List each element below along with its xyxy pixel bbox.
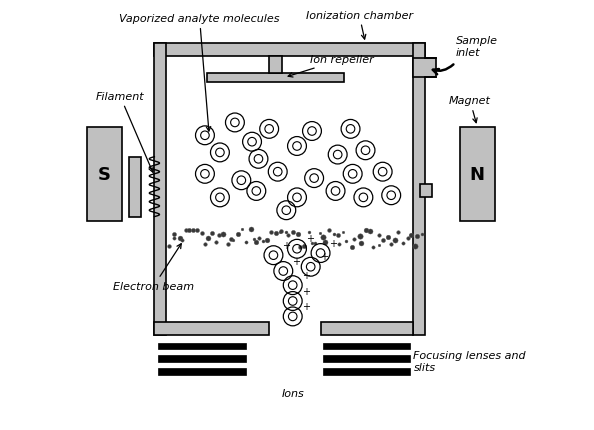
Bar (323, 356, 410, 362)
Text: +: + (306, 234, 314, 244)
Text: +: + (320, 252, 327, 262)
Bar (323, 369, 410, 375)
Bar (153, 322, 269, 335)
Text: Filament: Filament (96, 92, 153, 173)
Bar (323, 343, 410, 350)
Text: +: + (302, 301, 309, 311)
Bar (129, 157, 141, 217)
Bar (413, 44, 425, 335)
Text: Ionization chamber: Ionization chamber (305, 10, 413, 40)
Text: Ion repeller: Ion repeller (288, 55, 374, 78)
Text: Focusing lenses and
slits: Focusing lenses and slits (413, 350, 526, 372)
Bar (321, 322, 413, 335)
Text: N: N (470, 166, 485, 183)
Bar (153, 44, 166, 335)
Bar (87, 127, 122, 221)
Text: +: + (330, 238, 337, 248)
Text: +: + (302, 286, 309, 296)
Text: Magnet: Magnet (449, 96, 491, 123)
Bar (413, 59, 436, 78)
Text: Electron beam: Electron beam (113, 244, 194, 292)
Text: +: + (282, 240, 290, 250)
Bar (158, 369, 245, 375)
Bar (158, 343, 245, 350)
Text: Sample
inlet: Sample inlet (456, 36, 497, 58)
Text: Vaporized analyte molecules: Vaporized analyte molecules (119, 14, 280, 132)
Text: S: S (98, 166, 111, 183)
Bar (269, 57, 282, 74)
Text: +: + (292, 256, 300, 266)
Bar (207, 74, 344, 83)
Text: Ions: Ions (282, 388, 304, 398)
Text: +: + (302, 270, 309, 280)
Bar (460, 127, 495, 221)
Bar (158, 356, 245, 362)
Bar (421, 184, 432, 198)
Bar (153, 44, 425, 57)
